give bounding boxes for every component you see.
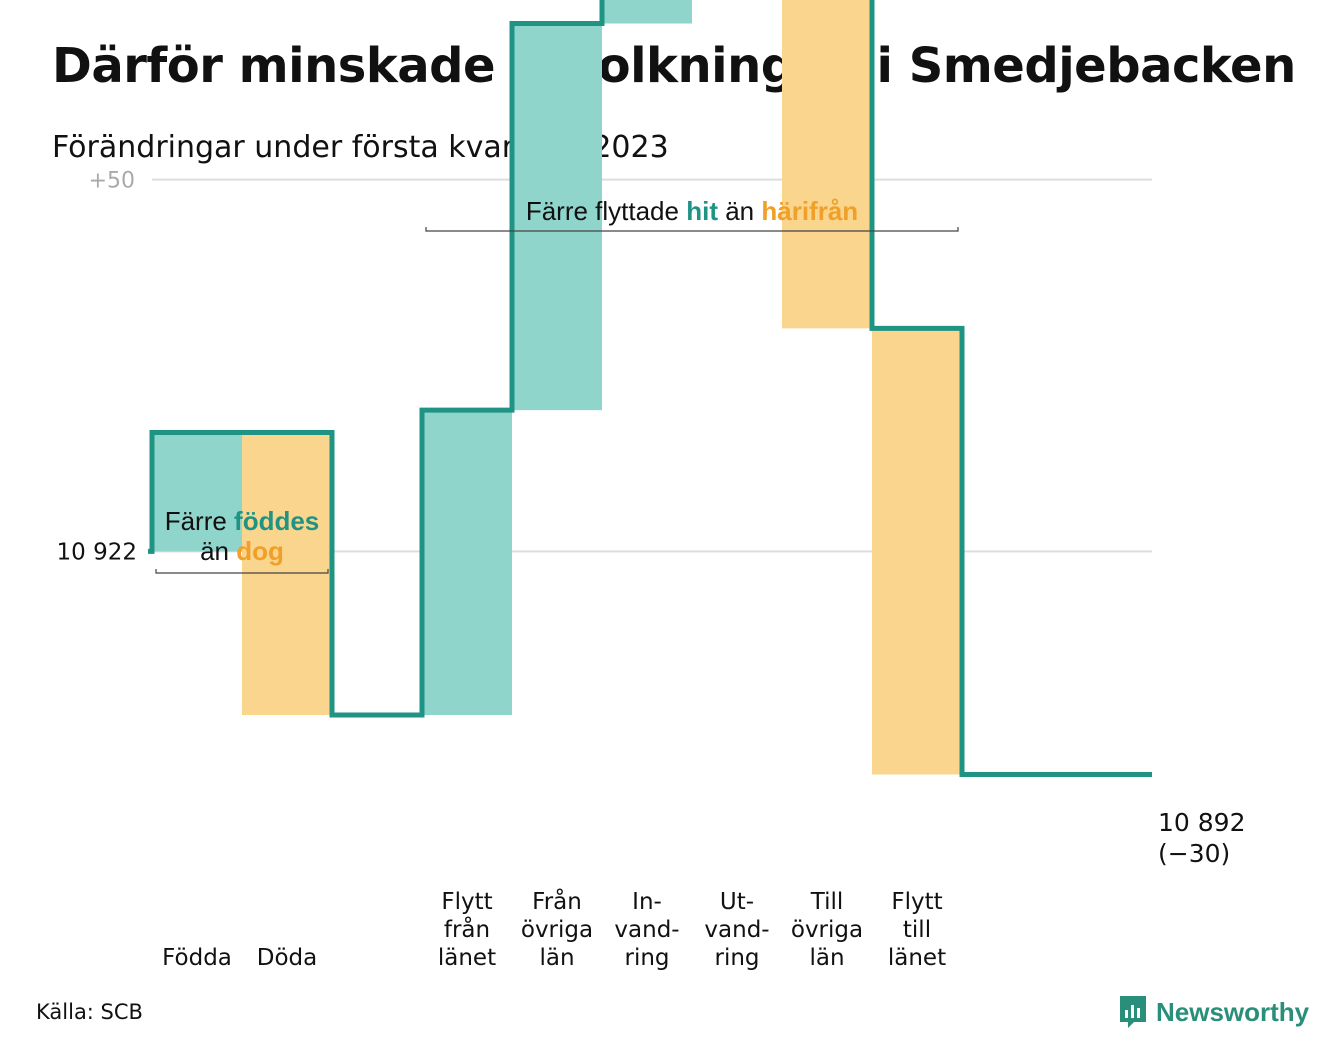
bar-chart-speech-bubble-icon (1120, 996, 1146, 1028)
cumulative-line (148, 0, 1152, 778)
bar-increase (422, 410, 512, 716)
bar-decrease (242, 432, 332, 716)
annotation-part: än (718, 196, 761, 226)
category-label: Från övriga län (521, 887, 593, 971)
source-note: Källa: SCB (36, 1000, 143, 1024)
end-value-label: 10 892 (1158, 808, 1245, 837)
gridline-label: +50 (89, 169, 135, 194)
annotation-part: hit (686, 196, 718, 226)
category-label: Födda (162, 945, 232, 971)
category-label-line: till (903, 917, 931, 943)
annotation-part: föddes (234, 506, 319, 536)
bar-increase (152, 432, 242, 552)
annotation-bracket (155, 569, 329, 574)
annotation-part: härifrån (761, 196, 858, 226)
bar-increase (602, 0, 692, 24)
annotation-part: än (200, 536, 236, 566)
category-label-line: övriga (521, 917, 593, 943)
bar-decrease (782, 0, 872, 329)
category-label: Till övriga län (791, 889, 863, 971)
annotation-part: Färre (165, 506, 234, 536)
annotation-part: Färre flyttade (526, 196, 686, 226)
bar-decrease (872, 328, 962, 775)
category-label-line: övriga (791, 917, 863, 943)
category-label-line: ring (714, 945, 759, 971)
category-label-line: län (539, 945, 574, 971)
chart-title: Därför minskade befolkningen i Smedjebac… (52, 38, 1296, 94)
annotation-bracket (425, 227, 959, 232)
category-label-line: från (444, 915, 490, 943)
category-label-line: Till (810, 889, 844, 915)
category-label: Flytt från länet (438, 889, 496, 971)
category-label-line: Flytt (441, 889, 492, 915)
category-label: In-vand-ring (614, 889, 679, 971)
annotation-text: Färre flyttade hit än härifrån (526, 196, 858, 226)
category-label-line: In- (632, 889, 662, 915)
annotation-text: Färre föddes (165, 506, 320, 536)
category-label-line: ring (624, 945, 669, 971)
category-label-line: Från (532, 887, 582, 915)
start-value-label: 10 922 (57, 539, 137, 565)
category-label: Döda (257, 945, 317, 971)
category-label-line: vand- (704, 917, 769, 943)
annotation-text: än dog (200, 536, 284, 566)
end-change-label: (−30) (1158, 839, 1230, 868)
category-label: Flytt till länet (888, 889, 946, 971)
category-label-line: Döda (257, 945, 317, 971)
category-label-line: länet (888, 945, 946, 971)
annotation-part: dog (236, 536, 284, 566)
category-label-line: Ut- (720, 889, 754, 915)
brand-logo: Newsworthy (1118, 994, 1309, 1030)
category-label-line: län (809, 945, 844, 971)
category-label-line: länet (438, 945, 496, 971)
category-label: Ut-vand-ring (704, 889, 769, 971)
brand-name: Newsworthy (1156, 996, 1310, 1027)
category-label-line: Födda (162, 945, 232, 971)
bar-increase (512, 23, 602, 411)
category-label-line: vand- (614, 917, 679, 943)
category-label-line: Flytt (891, 889, 942, 915)
